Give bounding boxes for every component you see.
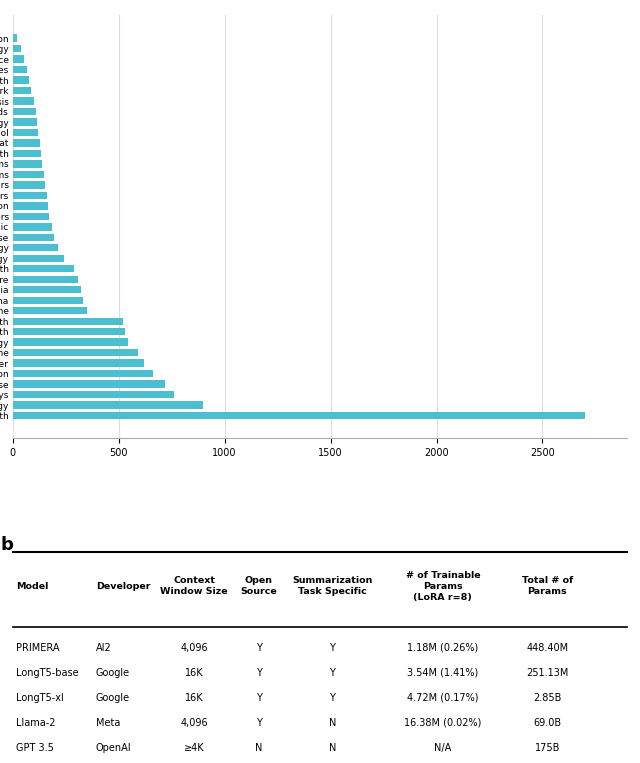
Text: Y: Y xyxy=(255,642,262,652)
Text: b: b xyxy=(1,536,13,554)
Text: 69.0B: 69.0B xyxy=(533,718,561,728)
Text: N/A: N/A xyxy=(435,742,451,753)
Bar xyxy=(13,56,24,63)
Bar xyxy=(13,412,585,419)
Bar xyxy=(13,265,74,272)
Bar xyxy=(13,129,38,136)
Text: Y: Y xyxy=(330,693,335,703)
Text: Model: Model xyxy=(16,581,48,591)
Text: N: N xyxy=(255,742,262,753)
Text: LongT5-xl: LongT5-xl xyxy=(16,693,63,703)
Text: 3.54M (1.41%): 3.54M (1.41%) xyxy=(407,668,479,678)
Bar xyxy=(13,370,152,377)
Bar xyxy=(13,150,42,157)
Text: ≥4K: ≥4K xyxy=(184,742,204,753)
Text: Y: Y xyxy=(255,693,262,703)
Text: 16K: 16K xyxy=(185,693,204,703)
Text: 4.72M (0.17%): 4.72M (0.17%) xyxy=(407,693,479,703)
Text: Google: Google xyxy=(96,668,130,678)
Text: 251.13M: 251.13M xyxy=(526,668,568,678)
Bar xyxy=(13,76,29,84)
Text: Y: Y xyxy=(255,668,262,678)
Text: 16K: 16K xyxy=(185,668,204,678)
Text: 4,096: 4,096 xyxy=(180,718,208,728)
Bar xyxy=(13,297,83,304)
Bar xyxy=(13,66,27,73)
Text: 16.38M (0.02%): 16.38M (0.02%) xyxy=(404,718,481,728)
Text: Meta: Meta xyxy=(96,718,120,728)
Text: Open
Source: Open Source xyxy=(240,576,277,596)
Text: LongT5-base: LongT5-base xyxy=(16,668,79,678)
Bar xyxy=(13,349,138,356)
Bar xyxy=(13,182,45,188)
Bar xyxy=(13,108,36,115)
Text: 1.18M (0.26%): 1.18M (0.26%) xyxy=(407,642,479,652)
Bar xyxy=(13,307,87,314)
Text: 2.85B: 2.85B xyxy=(533,693,561,703)
Bar xyxy=(13,244,58,252)
Bar xyxy=(13,339,128,346)
Bar xyxy=(13,224,52,230)
Text: N: N xyxy=(328,718,336,728)
Bar xyxy=(13,118,37,126)
Text: Total # of
Params: Total # of Params xyxy=(522,576,573,596)
Text: 448.40M: 448.40M xyxy=(526,642,568,652)
Text: AI2: AI2 xyxy=(96,642,111,652)
Bar xyxy=(13,286,81,294)
Bar xyxy=(13,98,34,105)
Bar xyxy=(13,140,40,146)
Text: Llama-2: Llama-2 xyxy=(16,718,56,728)
Text: OpenAI: OpenAI xyxy=(96,742,131,753)
Text: 4,096: 4,096 xyxy=(180,642,208,652)
Bar xyxy=(13,160,42,168)
Bar xyxy=(13,381,165,388)
Text: Y: Y xyxy=(330,642,335,652)
Bar xyxy=(13,401,204,409)
Text: Y: Y xyxy=(330,668,335,678)
Text: N: N xyxy=(328,742,336,753)
Bar xyxy=(13,233,54,241)
Bar xyxy=(13,328,125,336)
Text: 175B: 175B xyxy=(534,742,560,753)
Bar xyxy=(13,87,31,95)
Text: Summarization
Task Specific: Summarization Task Specific xyxy=(292,576,372,596)
Bar xyxy=(13,275,79,283)
Bar xyxy=(13,45,21,53)
Bar xyxy=(13,359,144,367)
Bar xyxy=(13,202,48,210)
Text: Developer: Developer xyxy=(96,581,150,591)
Bar xyxy=(13,255,63,262)
Text: Y: Y xyxy=(255,718,262,728)
Text: Google: Google xyxy=(96,693,130,703)
Text: Context
Window Size: Context Window Size xyxy=(160,576,228,596)
Text: PRIMERA: PRIMERA xyxy=(16,642,60,652)
Text: # of Trainable
Params
(LoRA r=8): # of Trainable Params (LoRA r=8) xyxy=(406,571,480,602)
Bar xyxy=(13,34,17,42)
Bar xyxy=(13,192,47,199)
Bar xyxy=(13,171,44,178)
Bar xyxy=(13,391,174,398)
Bar xyxy=(13,317,123,325)
Text: GPT 3.5: GPT 3.5 xyxy=(16,742,54,753)
Bar xyxy=(13,213,49,220)
